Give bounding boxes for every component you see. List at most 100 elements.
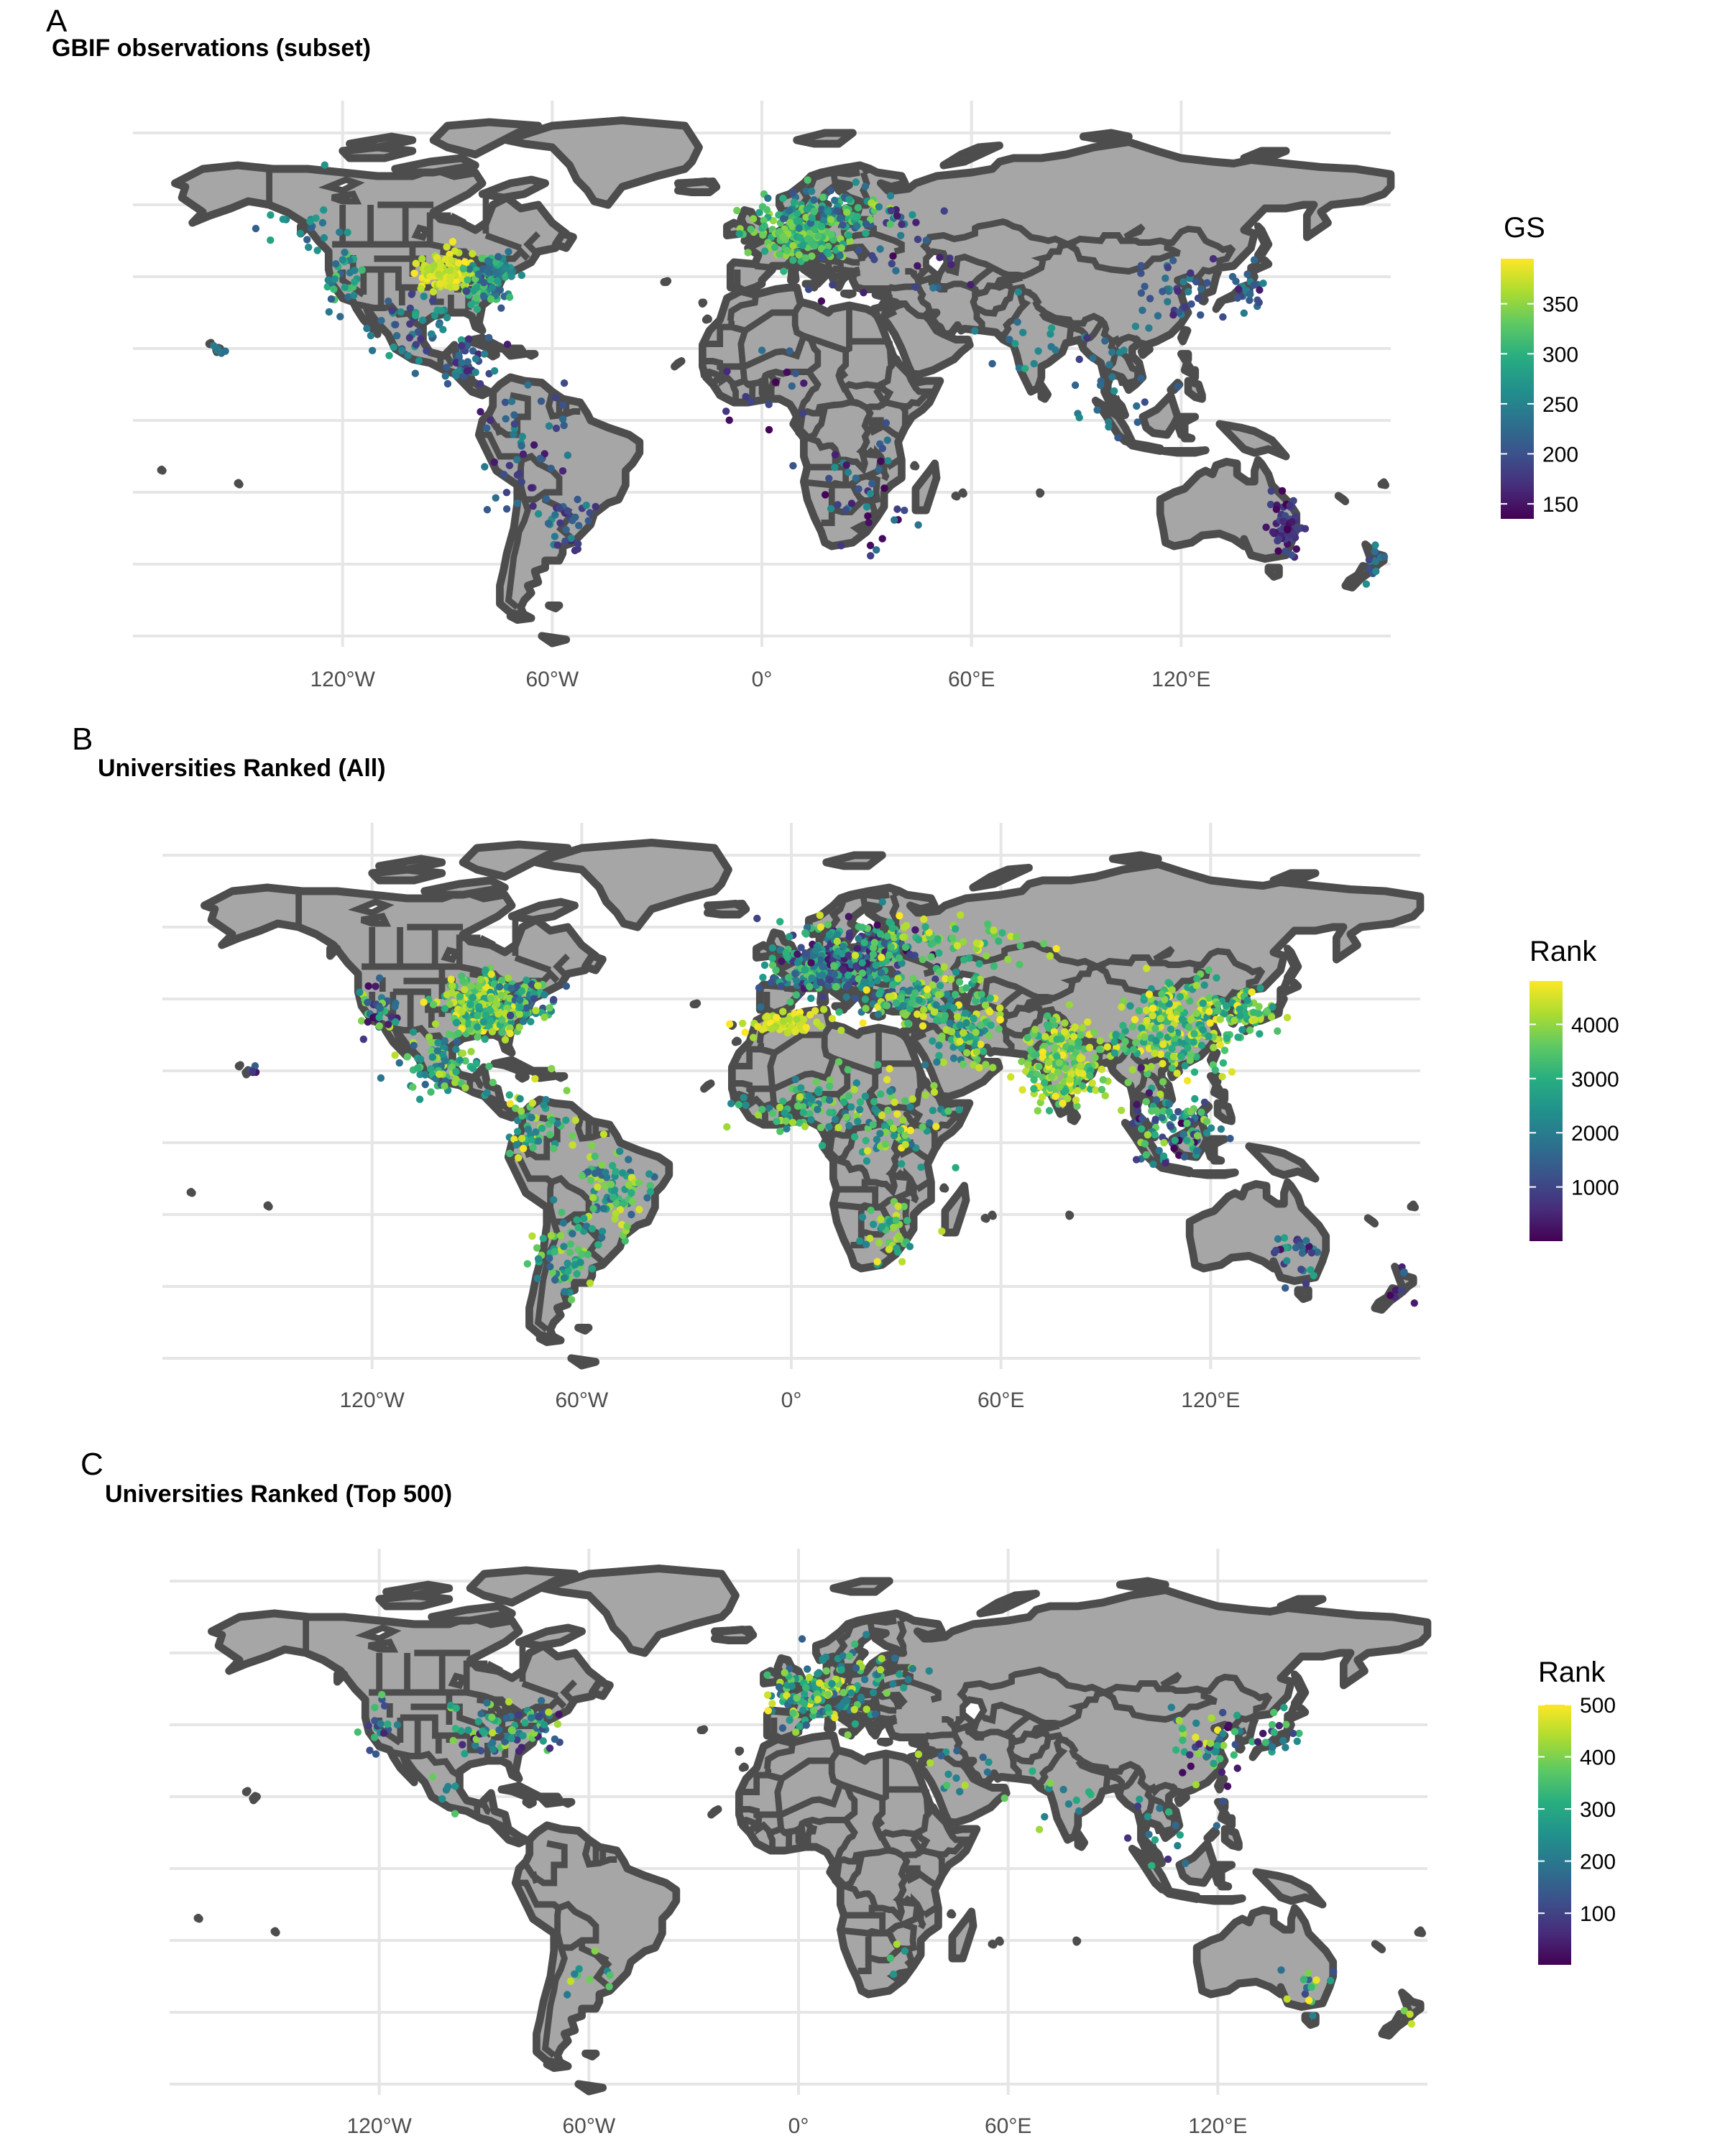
data-point (474, 1718, 482, 1726)
data-point (845, 1652, 854, 1660)
data-point (1075, 1807, 1083, 1815)
data-point (760, 216, 768, 224)
data-point (497, 976, 506, 985)
data-point (806, 1110, 814, 1118)
data-point (1406, 2010, 1414, 2018)
data-point (421, 1071, 429, 1079)
data-point (816, 911, 824, 919)
data-point (582, 501, 590, 510)
data-point (378, 1690, 386, 1699)
data-point (556, 505, 564, 512)
data-point (1266, 500, 1275, 509)
data-point (494, 253, 502, 261)
data-point (1210, 1759, 1218, 1767)
data-point (1064, 1800, 1073, 1808)
data-point (862, 1240, 870, 1248)
data-point (461, 1084, 469, 1092)
data-point (446, 1000, 454, 1008)
data-point (1278, 487, 1287, 495)
data-point (889, 1124, 898, 1133)
data-point (1371, 541, 1379, 549)
data-point (1143, 964, 1151, 972)
data-point (861, 183, 870, 190)
data-point (507, 985, 515, 992)
data-point (764, 194, 772, 202)
data-point (599, 1204, 607, 1212)
data-point (1256, 286, 1264, 294)
data-point (428, 330, 436, 338)
colorbar (1530, 981, 1563, 1241)
data-point (1293, 1737, 1302, 1746)
data-point (1250, 256, 1259, 264)
data-point (909, 975, 917, 983)
data-point (972, 1028, 980, 1036)
data-point (814, 1105, 822, 1114)
data-point (368, 346, 377, 354)
data-point (513, 1736, 521, 1744)
data-point (975, 959, 983, 968)
data-point (859, 1019, 867, 1027)
data-point (1165, 1108, 1173, 1116)
data-point (559, 415, 567, 423)
data-point (875, 203, 883, 211)
data-point (446, 267, 454, 275)
data-point (1071, 381, 1080, 390)
data-point (592, 502, 599, 511)
data-point (550, 1196, 558, 1204)
data-point (952, 1774, 960, 1782)
data-point (427, 1065, 435, 1073)
data-point (602, 1182, 610, 1190)
data-point (760, 222, 768, 230)
data-point (458, 341, 466, 350)
data-point (1186, 1056, 1195, 1064)
data-point (364, 1722, 372, 1730)
data-point (395, 1059, 403, 1067)
data-point (500, 471, 508, 479)
data-point (1007, 932, 1015, 941)
data-point (539, 1235, 547, 1243)
data-point (1133, 1107, 1142, 1115)
data-point (1077, 1062, 1085, 1071)
data-point (558, 467, 567, 475)
data-point (1187, 1107, 1195, 1116)
data-point (911, 989, 919, 997)
data-point (476, 379, 484, 388)
data-point (1230, 1728, 1239, 1736)
data-point (559, 401, 567, 409)
data-point (901, 943, 910, 952)
data-point (801, 1690, 809, 1698)
data-point (788, 1682, 796, 1690)
data-point (887, 943, 895, 951)
data-point (474, 1011, 482, 1020)
data-point (588, 1225, 597, 1233)
data-point (1177, 1119, 1185, 1128)
data-point (794, 950, 801, 958)
data-point (853, 213, 862, 221)
data-point (1052, 944, 1060, 953)
data-point (1192, 1733, 1200, 1741)
data-point (998, 929, 1006, 937)
data-point (1192, 1781, 1200, 1789)
data-point (623, 1222, 631, 1230)
data-point (805, 1673, 814, 1682)
data-point (830, 962, 838, 969)
data-point (1062, 1087, 1070, 1095)
data-point (793, 1694, 801, 1702)
data-point (979, 1754, 987, 1761)
data-point (912, 218, 920, 226)
data-point (783, 1125, 791, 1133)
data-point (515, 1023, 523, 1031)
data-point (296, 229, 304, 237)
data-point (1330, 1968, 1338, 1976)
data-point (961, 1781, 969, 1789)
data-point (953, 941, 962, 950)
data-point (911, 283, 920, 291)
data-point (963, 1049, 971, 1057)
data-point (547, 1232, 556, 1240)
data-point (904, 1019, 912, 1028)
colorbar-tick-label: 300 (1542, 343, 1578, 367)
data-point (953, 1013, 962, 1021)
data-point (1137, 374, 1145, 382)
data-point (781, 1669, 788, 1677)
data-point (808, 188, 816, 195)
